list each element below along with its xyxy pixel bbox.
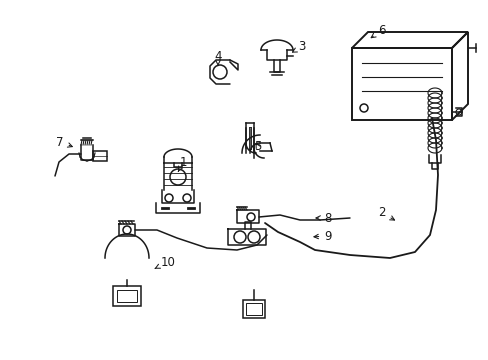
Text: 4: 4 (214, 49, 221, 66)
Text: 6: 6 (370, 23, 385, 38)
Bar (113, 286, 141, 306)
Bar (93, 151, 107, 161)
Text: 9: 9 (313, 230, 331, 243)
Text: 7: 7 (56, 135, 72, 148)
Bar (245, 303, 262, 315)
Text: 2: 2 (378, 207, 394, 220)
Text: 8: 8 (315, 211, 331, 225)
Text: 1: 1 (178, 156, 186, 171)
Text: 10: 10 (155, 256, 175, 269)
Bar (243, 300, 264, 318)
Bar (117, 290, 137, 302)
Bar (351, 48, 451, 120)
Text: 5: 5 (254, 140, 261, 153)
Text: 3: 3 (292, 40, 305, 54)
